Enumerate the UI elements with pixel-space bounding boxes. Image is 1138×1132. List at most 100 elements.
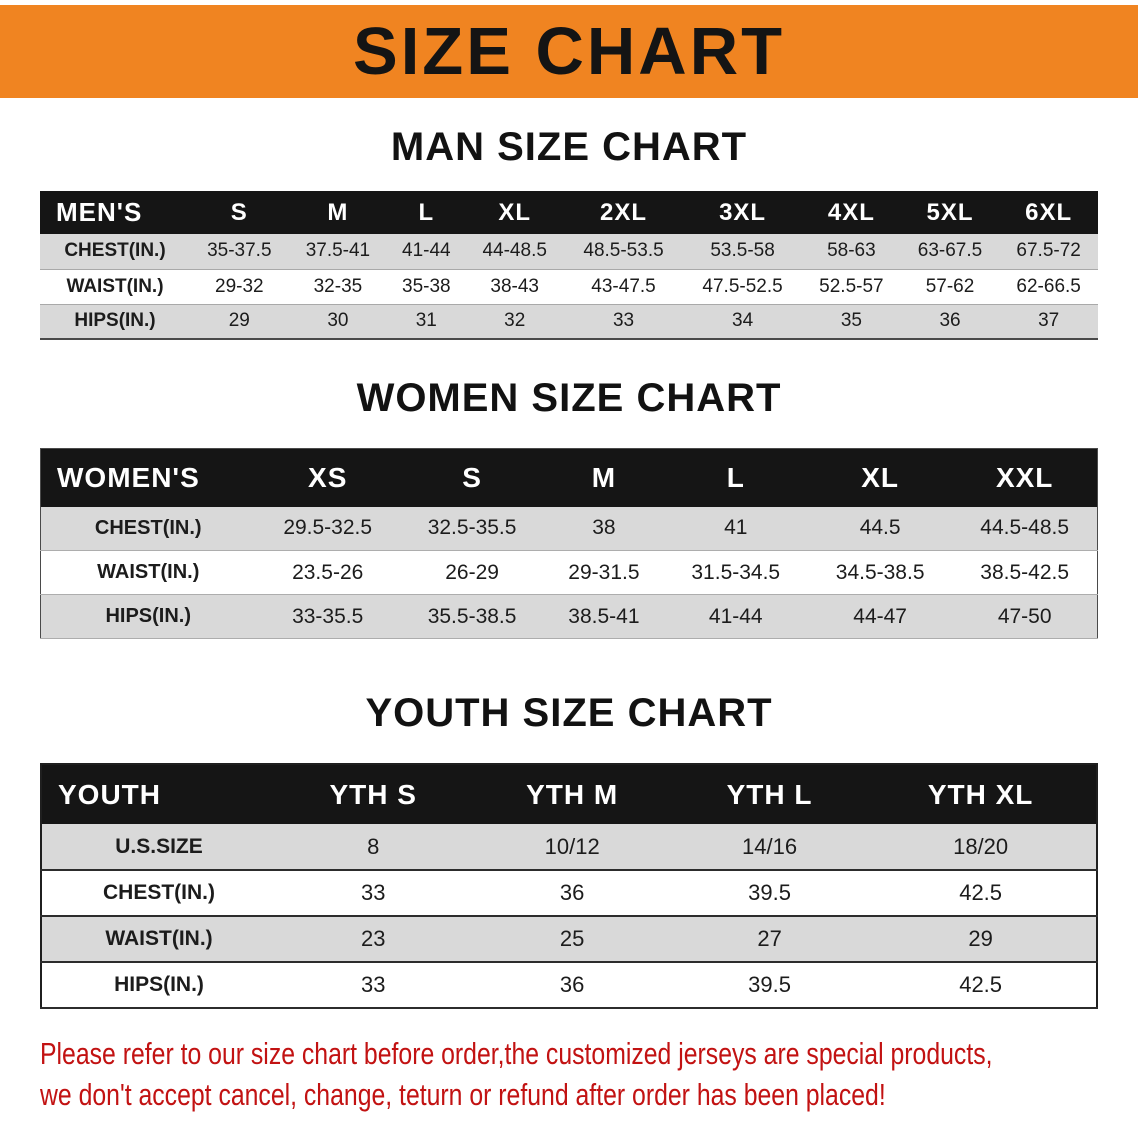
table-title-cell: MEN'S [40,191,190,234]
value-cell: 36 [559,880,585,905]
table-body: CHEST(IN.) 35-37.5 37.5-41 41-44 44-48.5 48.5… [40,234,1098,339]
value-cell: 39.5 [748,972,791,997]
value-cell: 34 [732,310,754,332]
table-row: CHEST(IN.) 33 36 39.5 42.5 [41,870,1097,916]
value-cell: 32-35 [313,275,363,297]
table-row: U.S.SIZE 8 10/12 14/16 18/20 [41,824,1097,870]
value-cell: 36 [559,972,585,997]
value-cell: 35.5-38.5 [427,604,517,628]
youth-size-table: YOUTH YTH S YTH M YTH L YTH XL U.S.SIZE 8 10/12… [40,763,1098,1009]
value-cell: 33-35.5 [292,604,364,628]
value-cell: 31 [415,310,437,332]
row-label-cell: CHEST(IN.) [94,516,202,539]
row-label-cell: HIPS(IN.) [105,605,192,627]
value-cell: 53.5-58 [710,240,775,262]
value-cell: 32 [504,310,526,332]
size-column-header: 6XL [999,191,1098,234]
table-body: U.S.SIZE 8 10/12 14/16 18/20 CHEST(IN.) 33 36 39… [41,824,1097,1008]
value-cell: 35-37.5 [207,240,272,262]
section-youth-size-chart: YOUTH SIZE CHART YOUTH YTH S YTH M YTH L YTH… [0,691,1138,1009]
section-women-size-chart: WOMEN SIZE CHART WOMEN'S XS S M L XL XXL CHEST(… [0,376,1138,639]
value-cell: 48.5-53.5 [583,240,664,262]
size-column-header: L [387,191,466,234]
banner: SIZE CHART [0,5,1138,98]
value-cell: 23.5-26 [292,560,364,584]
section-men-size-chart: MAN SIZE CHART MEN'S S M L XL 2XL 3XL 4XL 5XL 6XL… [0,125,1138,340]
value-cell: 41-44 [708,604,763,628]
value-cell: 63-67.5 [917,240,983,262]
value-cell: 44-48.5 [482,240,547,262]
value-cell: 23 [360,926,386,951]
value-cell: 67.5-72 [1016,240,1081,262]
value-cell: 14/16 [742,833,798,859]
youth-section-heading: YOUTH SIZE CHART [365,691,773,735]
table-row: HIPS(IN.) 29 30 31 32 33 34 35 36 37 [40,304,1098,339]
row-label-cell: WAIST(IN.) [97,561,200,583]
value-cell: 35 [840,310,862,332]
size-column-header: S [399,448,545,507]
value-cell: 33 [612,310,635,332]
women-size-table: WOMEN'S XS S M L XL XXL CHEST(IN.) 29.5-32.5 32.5… [40,448,1098,639]
size-column-header: XXL [952,448,1098,507]
size-column-header: XL [465,191,564,234]
size-column-header: 4XL [802,191,901,234]
row-label-cell: CHEST(IN.) [103,881,215,904]
size-column-header: S [190,191,289,234]
table-row: HIPS(IN.) 33 36 39.5 42.5 [41,962,1097,1008]
value-cell: 25 [559,926,585,951]
table-title-cell: WOMEN'S [40,448,256,507]
table-header-row: YOUTH YTH S YTH M YTH L YTH XL [41,764,1097,824]
value-cell: 47-50 [997,604,1052,628]
table-row: CHEST(IN.) 35-37.5 37.5-41 41-44 44-48.5 48.5… [40,234,1098,269]
value-cell: 26-29 [445,560,499,584]
value-cell: 41-44 [402,240,451,262]
value-cell: 33 [360,972,386,997]
size-column-header: L [663,448,808,507]
value-cell: 29-31.5 [568,560,640,584]
value-cell: 39.5 [748,880,791,905]
size-column-header: XL [807,448,953,507]
value-cell: 52.5-57 [819,275,884,297]
size-column-header: 3XL [683,191,803,234]
row-label-cell: WAIST(IN.) [105,927,213,950]
table-row: WAIST(IN.) 23.5-26 26-29 29-31.5 31.5-34.5 34… [40,550,1098,595]
value-cell: 36 [939,310,961,332]
table-body: CHEST(IN.) 29.5-32.5 32.5-35.5 38 41 44.5 44.5… [40,506,1098,639]
value-cell: 30 [327,310,349,332]
size-column-header: 2XL [564,191,684,234]
value-cell: 32.5-35.5 [427,516,517,540]
men-section-heading: MAN SIZE CHART [390,125,748,169]
value-cell: 43-47.5 [591,275,656,297]
value-cell: 38.5-42.5 [980,560,1070,584]
size-column-header: M [544,448,664,507]
value-cell: 33 [360,880,386,905]
table-row: HIPS(IN.) 33-35.5 35.5-38.5 38.5-41 41-44 44-… [40,594,1098,639]
disclaimer-line-1: Please refer to our size chart before or… [40,1036,993,1071]
row-label-cell: HIPS(IN.) [74,310,156,332]
value-cell: 44-47 [853,604,907,628]
value-cell: 38-43 [490,275,539,297]
table-head: WOMEN'S XS S M L XL XXL [40,448,1098,507]
women-section-heading: WOMEN SIZE CHART [356,376,782,420]
men-size-table: MEN'S S M L XL 2XL 3XL 4XL 5XL 6XL CHEST(IN.) 35-37… [40,191,1098,340]
row-label-cell: WAIST(IN.) [66,275,164,297]
value-cell: 37.5-41 [305,240,371,262]
value-cell: 58-63 [827,240,876,262]
value-cell: 38.5-41 [568,604,640,628]
size-column-header: YTH XL [865,764,1097,824]
disclaimer-line-2: we don't accept cancel, change, teturn o… [40,1077,886,1112]
value-cell: 38 [592,516,616,540]
table-header-row: MEN'S S M L XL 2XL 3XL 4XL 5XL 6XL [40,191,1098,234]
table-row: CHEST(IN.) 29.5-32.5 32.5-35.5 38 41 44.5 44.5… [40,506,1098,551]
disclaimer: Please refer to our size chart before or… [0,1033,1138,1115]
value-cell: 34.5-38.5 [835,560,925,584]
value-cell: 44.5-48.5 [980,516,1070,540]
size-column-header: 5XL [900,191,1000,234]
size-column-header: YTH L [673,764,866,824]
table-title-cell: YOUTH [41,764,276,824]
page-title: SIZE CHART [353,14,785,89]
value-cell: 18/20 [953,833,1009,859]
table-head: YOUTH YTH S YTH M YTH L YTH XL [41,764,1097,824]
value-cell: 29-32 [215,275,264,297]
